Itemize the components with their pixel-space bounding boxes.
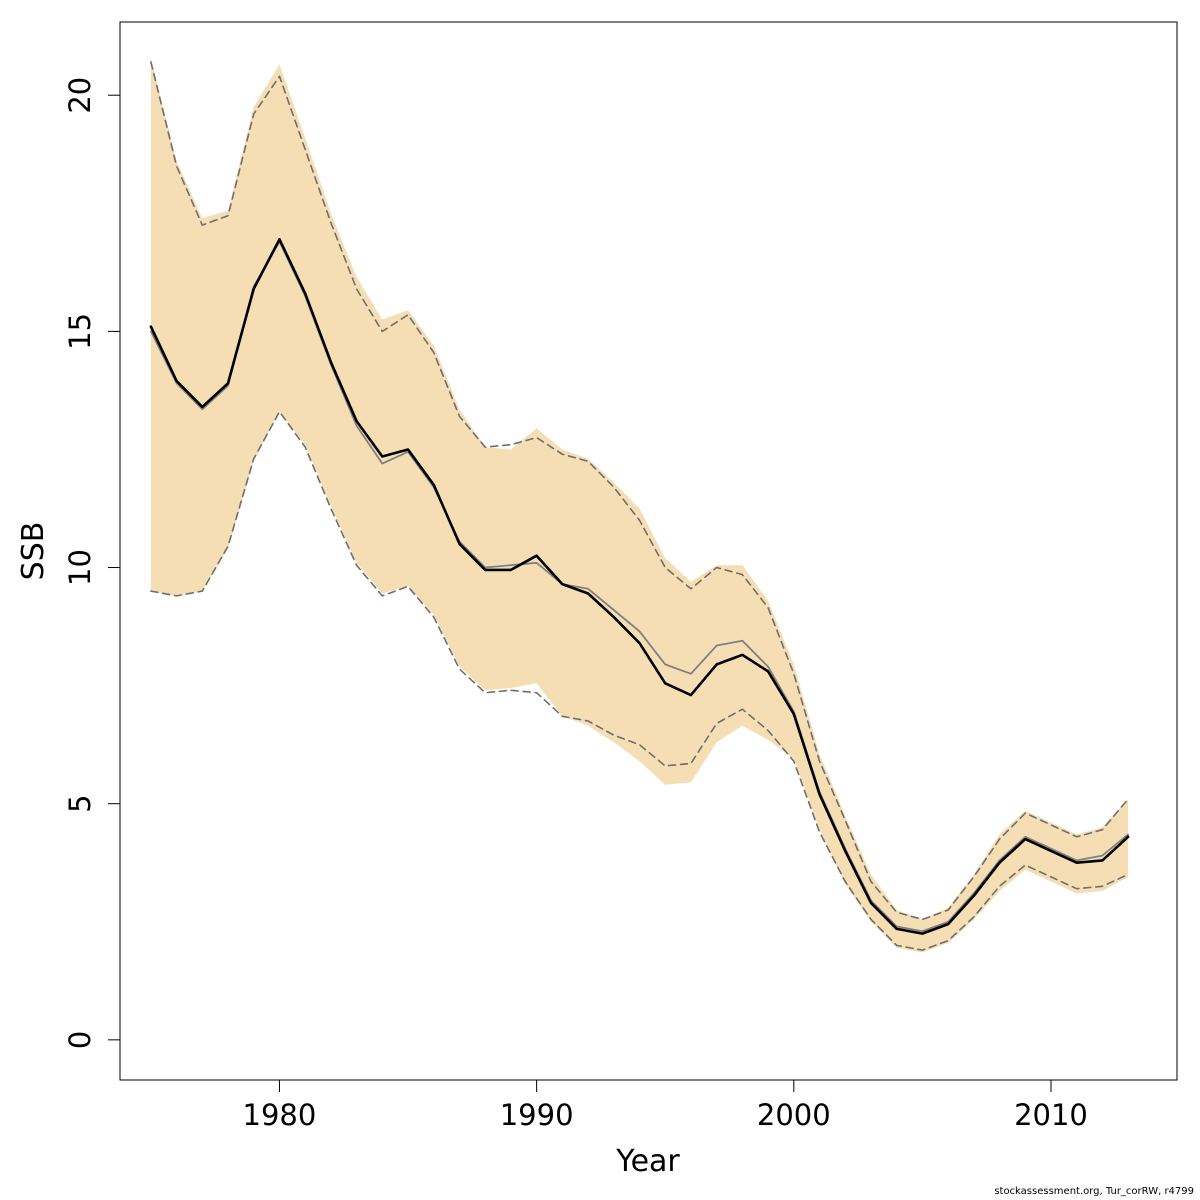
x-tick-label: 1980 [243, 1098, 317, 1132]
series-lines-layer [149, 61, 1130, 951]
x-axis: 1980 1990 2000 2010 [243, 1079, 1088, 1132]
y-tick-label: 10 [63, 549, 97, 586]
series-line-upper-bound [150, 61, 1129, 921]
footer-credit: stockassessment.org, Tur_corRW, r4799 [994, 1186, 1194, 1197]
x-tick-label: 1990 [500, 1098, 574, 1132]
x-tick-label: 2000 [757, 1098, 831, 1132]
y-tick-label: 15 [63, 313, 97, 350]
y-tick-label: 20 [63, 77, 97, 114]
y-tick-label: 5 [63, 794, 97, 812]
x-axis-title: Year [615, 1144, 680, 1179]
series-line-lower-bound [150, 410, 1129, 951]
confidence-band-layer [150, 57, 1129, 953]
x-tick-label: 2010 [1014, 1098, 1088, 1132]
confidence-band [150, 57, 1129, 953]
y-axis-title: SSB [16, 522, 51, 581]
y-tick-label: 0 [63, 1031, 97, 1049]
series-line-ssb-estimate [149, 238, 1130, 935]
y-axis: 0 5 10 15 20 [63, 77, 121, 1049]
